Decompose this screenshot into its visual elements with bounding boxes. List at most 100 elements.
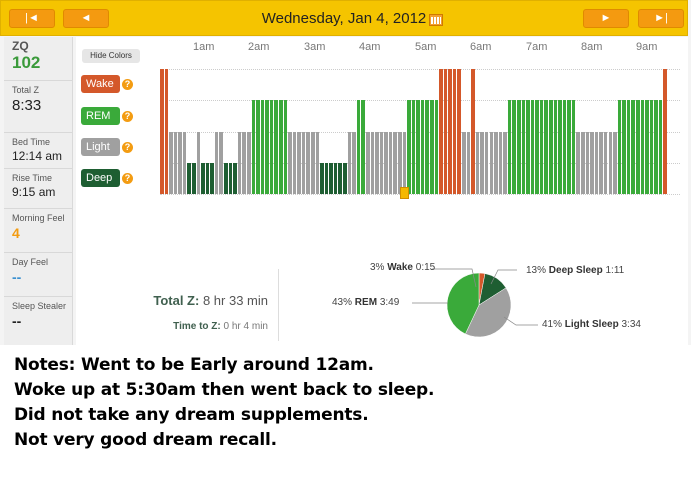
hypnogram-bar-wake: [448, 69, 452, 194]
hypnogram-bar-light: [590, 132, 594, 194]
sleep-stealer-value: --: [12, 313, 22, 329]
hypnogram-bar-rem: [425, 100, 429, 194]
total-z-summary: Total Z: 8 hr 33 min: [153, 293, 268, 308]
graph-gridline: [160, 100, 680, 101]
last-day-button[interactable]: ►|: [638, 9, 684, 28]
deep-help-icon[interactable]: ?: [122, 173, 133, 184]
hypnogram-bar-rem: [526, 100, 530, 194]
hypnogram-bar-rem: [553, 100, 558, 194]
hypnogram-bar-rem: [265, 100, 269, 194]
hour-label: 2am: [248, 41, 270, 53]
hypnogram-bar-rem: [430, 100, 434, 194]
next-day-button[interactable]: ►: [583, 9, 629, 28]
hypnogram-bar-rem: [407, 100, 411, 194]
pie-label-wake: 3% Wake 0:15: [370, 262, 435, 273]
pie-wake-name: Wake: [387, 262, 413, 273]
hour-label: 3am: [304, 41, 326, 53]
date-title: Wednesday, Jan 4, 2012: [261, 10, 427, 27]
hour-label: 8am: [581, 41, 603, 53]
light-help-icon[interactable]: ?: [122, 142, 133, 153]
pie-light-percent: 41%: [542, 319, 563, 330]
hypnogram-bar-deep: [233, 163, 237, 194]
hypnogram-bar-rem: [251, 100, 256, 194]
morning-feel-cell: Morning Feel 4: [4, 209, 72, 253]
graph-gridline: [160, 69, 680, 70]
pie-deep-duration: 1:11: [605, 265, 625, 276]
hypnogram-bar-light: [599, 132, 603, 194]
hypnogram-bar-light: [498, 132, 503, 194]
hypnogram-bar-rem: [539, 100, 544, 194]
hypnogram-bar-rem: [516, 100, 521, 194]
hypnogram-bar-light: [603, 132, 608, 194]
hypnogram-bar-wake: [160, 69, 164, 194]
hour-label: 9am: [636, 41, 658, 53]
hypnogram-bar-light: [475, 132, 480, 194]
hypnogram-bar-light: [182, 132, 187, 194]
pie-label-deep: 13% Deep Sleep 1:11: [526, 265, 624, 276]
hypnogram-bar-light: [503, 132, 507, 194]
hypnogram-bar-rem: [274, 100, 278, 194]
hypnogram-bar-rem: [658, 100, 663, 194]
hypnogram-bar-rem: [411, 100, 416, 194]
graph-gridline: [160, 194, 680, 195]
legend-rem[interactable]: REM: [81, 107, 120, 125]
hypnogram-bar-rem: [549, 100, 553, 194]
notes-block: Notes: Went to be Early around 12am. Wok…: [14, 353, 684, 453]
pie-rem-percent: 43%: [332, 297, 353, 308]
hypnogram-bar-wake: [457, 69, 462, 194]
hypnogram-bar-light: [288, 132, 292, 194]
legend-wake[interactable]: Wake: [81, 75, 120, 93]
hypnogram-bar-rem: [530, 100, 535, 194]
bed-time-cell: Bed Time 12:14 am: [4, 133, 72, 169]
hypnogram-bar-light: [484, 132, 489, 194]
pie-wake-duration: 0:15: [415, 262, 436, 273]
hypnogram-bar-light: [246, 132, 251, 194]
hypnogram-bar-light: [196, 132, 201, 194]
hypnogram-bar-light: [594, 132, 599, 194]
hypnogram-bar-light: [292, 132, 297, 194]
pie-label-light: 41% Light Sleep 3:34: [542, 319, 641, 330]
zq-label: ZQ: [12, 39, 29, 53]
hypnogram-bar-rem: [640, 100, 645, 194]
hypnogram-bar-rem: [361, 100, 365, 194]
hypnogram-bar-light: [585, 132, 590, 194]
sleep-stealer-label: Sleep Stealer: [12, 301, 67, 311]
hypnogram-bar-light: [173, 132, 178, 194]
hypnogram-bar-light: [397, 132, 402, 194]
legend-light[interactable]: Light: [81, 138, 120, 156]
rise-time-label: Rise Time: [12, 173, 53, 183]
hypnogram-bar-rem: [571, 100, 576, 194]
hypnogram-bar-rem: [622, 100, 626, 194]
hypnogram-bar-wake: [452, 69, 457, 194]
hypnogram-bar-deep: [329, 163, 333, 194]
rise-time-value: 9:15 am: [12, 185, 56, 199]
first-day-button[interactable]: |◄: [9, 9, 55, 28]
hypnogram-bar-rem: [626, 100, 631, 194]
hide-colors-button[interactable]: Hide Colors: [82, 49, 140, 63]
previous-day-button[interactable]: ◄: [63, 9, 109, 28]
hypnogram-bar-rem: [512, 100, 516, 194]
bed-time-value: 12:14 am: [12, 149, 63, 163]
hypnogram-bar-light: [462, 132, 466, 194]
legend-deep[interactable]: Deep: [81, 169, 120, 187]
stats-divider: [278, 269, 279, 341]
note-line: Notes: Went to be Early around 12am.: [14, 355, 374, 375]
hypnogram-bar-wake: [663, 69, 667, 194]
pie-wake-percent: 3%: [370, 262, 385, 273]
hypnogram-bar-light: [214, 132, 219, 194]
hour-label: 5am: [415, 41, 437, 53]
hypnogram-bar-deep: [205, 163, 210, 194]
hypnogram-bar-light: [402, 132, 407, 194]
hypnogram-bar-light: [375, 132, 379, 194]
hypnogram-bar-rem: [645, 100, 649, 194]
hypnogram-bar-wake: [164, 69, 169, 194]
rem-help-icon[interactable]: ?: [122, 111, 133, 122]
hypnogram-bar-light: [393, 132, 397, 194]
note-marker-icon[interactable]: [400, 187, 409, 199]
wake-help-icon[interactable]: ?: [122, 79, 133, 90]
calendar-icon[interactable]: [429, 14, 443, 26]
hypnogram-bar-deep: [192, 163, 196, 194]
hypnogram-bar-light: [576, 132, 581, 194]
hour-label: 7am: [526, 41, 548, 53]
hypnogram-bar-light: [384, 132, 388, 194]
